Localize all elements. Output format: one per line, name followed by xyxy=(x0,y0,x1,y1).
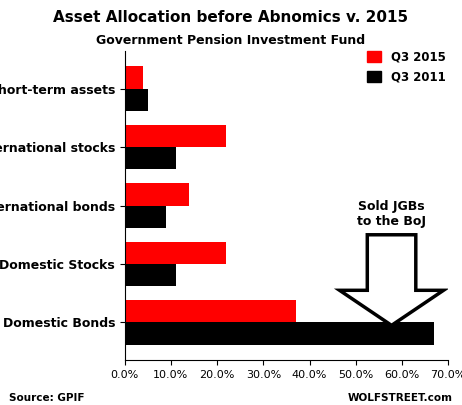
Text: WOLFSTREET.com: WOLFSTREET.com xyxy=(348,393,453,403)
Bar xyxy=(125,322,434,345)
Bar xyxy=(125,264,176,286)
Legend: Q3 2015, Q3 2011: Q3 2015, Q3 2011 xyxy=(367,50,445,83)
Text: Asset Allocation before Abnomics v. 2015: Asset Allocation before Abnomics v. 2015 xyxy=(54,10,408,25)
Bar xyxy=(125,300,296,322)
Bar xyxy=(125,89,148,111)
Bar xyxy=(125,66,143,89)
Bar xyxy=(125,206,166,228)
Text: Sold JGBs
to the BoJ: Sold JGBs to the BoJ xyxy=(357,200,426,228)
Bar xyxy=(125,242,226,264)
Polygon shape xyxy=(340,235,444,325)
Bar xyxy=(125,125,226,147)
Text: Government Pension Investment Fund: Government Pension Investment Fund xyxy=(97,34,365,47)
Bar xyxy=(125,147,176,169)
Bar xyxy=(125,183,189,206)
Text: Source: GPIF: Source: GPIF xyxy=(9,393,85,403)
